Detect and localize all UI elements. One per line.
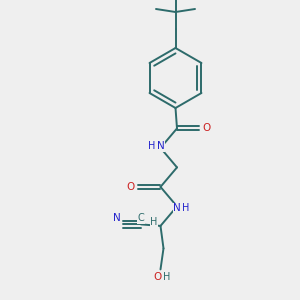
Text: H: H	[182, 203, 189, 213]
Text: O: O	[203, 123, 211, 134]
Text: N: N	[113, 213, 121, 224]
Text: N: N	[157, 141, 164, 151]
Text: H: H	[150, 217, 158, 227]
Text: N: N	[173, 203, 181, 213]
Text: O: O	[153, 272, 162, 282]
Text: O: O	[126, 182, 135, 192]
Text: C: C	[138, 213, 144, 224]
Text: H: H	[148, 141, 156, 151]
Text: H: H	[163, 272, 170, 282]
